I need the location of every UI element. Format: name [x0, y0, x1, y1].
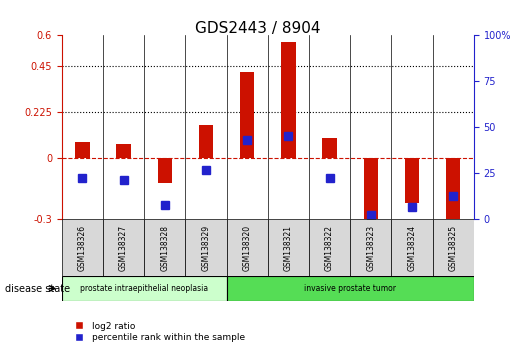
Bar — [240, 72, 254, 158]
FancyBboxPatch shape — [268, 219, 309, 276]
Text: GSM138327: GSM138327 — [119, 225, 128, 271]
FancyBboxPatch shape — [62, 276, 227, 301]
Bar — [116, 144, 131, 158]
Bar — [75, 142, 90, 158]
Text: GSM138325: GSM138325 — [449, 225, 458, 271]
FancyBboxPatch shape — [62, 219, 103, 276]
FancyBboxPatch shape — [185, 219, 227, 276]
Bar — [158, 158, 172, 183]
Bar — [405, 158, 419, 203]
FancyBboxPatch shape — [103, 219, 144, 276]
Bar — [199, 125, 213, 158]
Text: GSM138326: GSM138326 — [78, 225, 87, 271]
Text: GSM138323: GSM138323 — [366, 225, 375, 271]
FancyBboxPatch shape — [144, 219, 185, 276]
Bar — [281, 41, 296, 158]
FancyBboxPatch shape — [227, 219, 268, 276]
FancyBboxPatch shape — [350, 219, 391, 276]
Text: GSM138328: GSM138328 — [160, 225, 169, 271]
Text: GSM138322: GSM138322 — [325, 225, 334, 271]
Bar — [364, 158, 378, 224]
Bar — [322, 138, 337, 158]
FancyBboxPatch shape — [391, 219, 433, 276]
Text: GSM138329: GSM138329 — [201, 225, 211, 271]
FancyBboxPatch shape — [433, 219, 474, 276]
FancyBboxPatch shape — [309, 219, 350, 276]
Text: disease state: disease state — [5, 284, 70, 293]
FancyBboxPatch shape — [227, 276, 474, 301]
Text: GSM138324: GSM138324 — [407, 225, 417, 271]
Legend: log2 ratio, percentile rank within the sample: log2 ratio, percentile rank within the s… — [66, 318, 249, 346]
Text: GSM138320: GSM138320 — [243, 225, 252, 271]
Text: invasive prostate tumor: invasive prostate tumor — [304, 284, 396, 293]
Text: GDS2443 / 8904: GDS2443 / 8904 — [195, 21, 320, 36]
Text: GSM138321: GSM138321 — [284, 225, 293, 271]
Text: prostate intraepithelial neoplasia: prostate intraepithelial neoplasia — [80, 284, 208, 293]
Bar — [446, 158, 460, 219]
